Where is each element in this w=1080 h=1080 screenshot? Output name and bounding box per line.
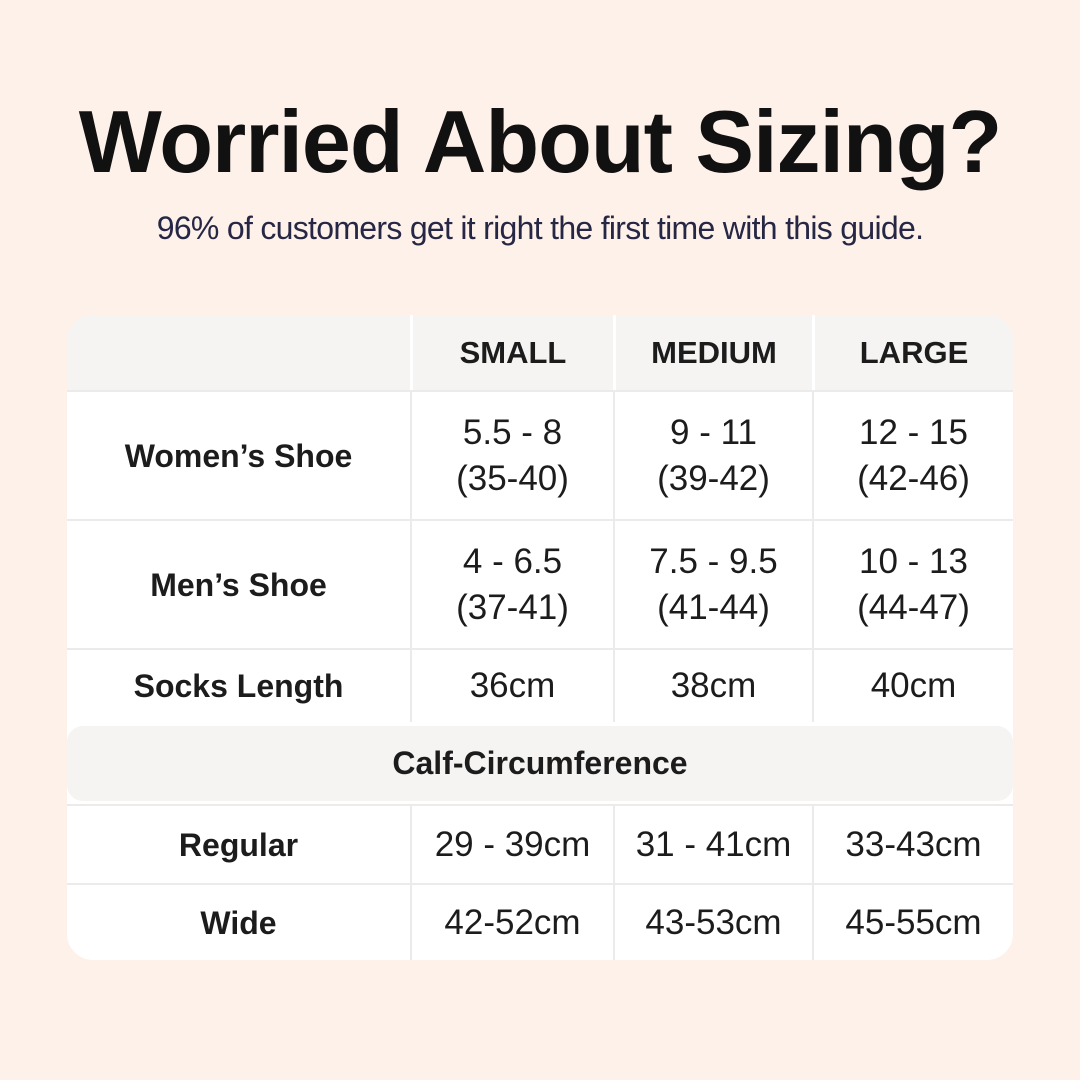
cell-line1: 9 - 11 bbox=[670, 412, 757, 452]
header-cell-medium: MEDIUM bbox=[613, 315, 812, 390]
row-label-regular: Regular bbox=[67, 804, 410, 883]
header-cell-small: SMALL bbox=[410, 315, 613, 390]
cell-line2: (42-46) bbox=[857, 458, 970, 498]
cell-socks-medium: 38cm bbox=[613, 648, 812, 722]
row-label-mens-shoe: Men’s Shoe bbox=[67, 519, 410, 648]
header-cell-large: LARGE bbox=[812, 315, 1013, 390]
cell-mens-small: 4 - 6.5 (37-41) bbox=[410, 519, 613, 648]
cell-line2: (35-40) bbox=[456, 458, 569, 498]
cell-wide-small: 42-52cm bbox=[410, 883, 613, 960]
cell-socks-small: 36cm bbox=[410, 648, 613, 722]
cell-regular-large: 33-43cm bbox=[812, 804, 1013, 883]
page-subtitle: 96% of customers get it right the first … bbox=[156, 210, 924, 246]
cell-womens-medium: 9 - 11 (39-42) bbox=[613, 390, 812, 519]
cell-wide-large: 45-55cm bbox=[812, 883, 1013, 960]
cell-wide-medium: 43-53cm bbox=[613, 883, 812, 960]
cell-line2: (44-47) bbox=[857, 587, 970, 627]
cell-line1: 12 - 15 bbox=[859, 412, 968, 452]
cell-line1: 10 - 13 bbox=[859, 541, 968, 581]
cell-mens-medium: 7.5 - 9.5 (41-44) bbox=[613, 519, 812, 648]
cell-line1: 4 - 6.5 bbox=[462, 541, 563, 581]
page-title: Worried About Sizing? bbox=[78, 92, 1002, 191]
cell-line1: 5.5 - 8 bbox=[462, 412, 563, 452]
cell-line2: (41-44) bbox=[657, 587, 770, 627]
header-cell-blank bbox=[67, 315, 410, 390]
row-label-womens-shoe: Women’s Shoe bbox=[67, 390, 410, 519]
size-table: SMALL MEDIUM LARGE Women’s Shoe 5.5 - 8 … bbox=[67, 315, 1013, 960]
cell-regular-small: 29 - 39cm bbox=[410, 804, 613, 883]
section-header-calf-circumference: Calf-Circumference bbox=[67, 726, 1013, 801]
row-label-wide: Wide bbox=[67, 883, 410, 960]
cell-line1: 7.5 - 9.5 bbox=[649, 541, 778, 581]
cell-womens-small: 5.5 - 8 (35-40) bbox=[410, 390, 613, 519]
cell-mens-large: 10 - 13 (44-47) bbox=[812, 519, 1013, 648]
cell-socks-large: 40cm bbox=[812, 648, 1013, 722]
cell-womens-large: 12 - 15 (42-46) bbox=[812, 390, 1013, 519]
cell-regular-medium: 31 - 41cm bbox=[613, 804, 812, 883]
cell-line2: (39-42) bbox=[657, 458, 770, 498]
row-label-socks-length: Socks Length bbox=[67, 648, 410, 722]
cell-line2: (37-41) bbox=[456, 587, 569, 627]
